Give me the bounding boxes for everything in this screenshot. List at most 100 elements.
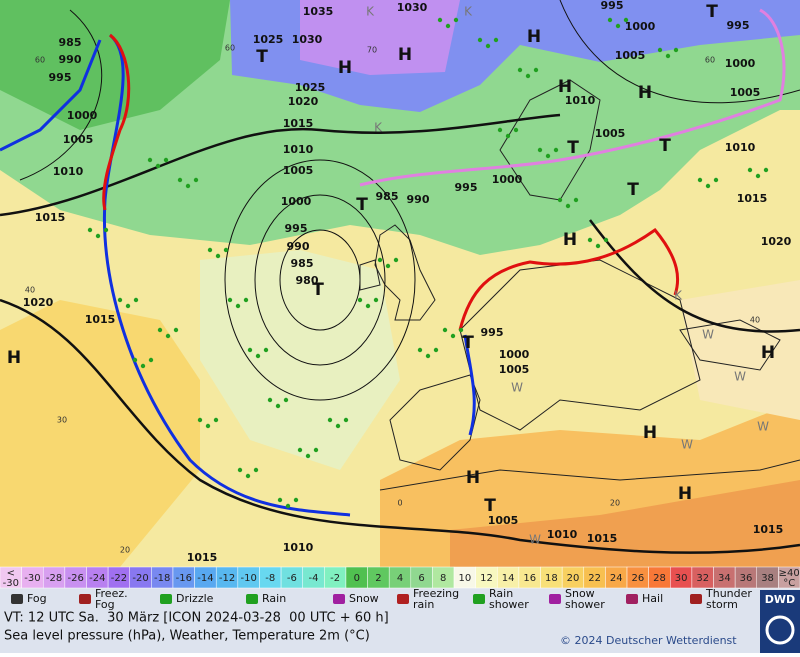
rain-symbol — [343, 417, 349, 423]
pressure-label: 1010 — [565, 94, 596, 107]
occluded-front — [359, 8, 786, 187]
rain-symbol — [573, 197, 579, 203]
rain-symbol — [227, 297, 233, 303]
pressure-label: 1005 — [730, 86, 761, 99]
low-label: T — [659, 136, 671, 156]
pressure-label: 1010 — [725, 141, 756, 154]
scale-label: 34 — [718, 573, 731, 584]
scale-label: 10 — [458, 573, 471, 584]
pressure-label: 985 — [59, 36, 82, 49]
rain-symbol — [173, 327, 179, 333]
rain-symbol — [545, 153, 551, 159]
temperature-label: 20 — [610, 499, 620, 508]
high-label: H — [643, 423, 657, 443]
pressure-label: 1000 — [281, 195, 312, 208]
rain-symbol — [385, 263, 391, 269]
scale-label: -6 — [287, 573, 297, 584]
pressure-label: 1000 — [67, 109, 98, 122]
rain-symbol — [335, 423, 341, 429]
fronts — [0, 8, 786, 517]
rain-symbol — [505, 133, 511, 139]
rain-symbol — [157, 327, 163, 333]
scale-label: 16 — [523, 573, 536, 584]
rain-symbol — [747, 167, 753, 173]
scale-label: 20 — [567, 573, 580, 584]
legend-icon — [160, 594, 172, 604]
pressure-label: 1000 — [725, 57, 756, 70]
isobar — [0, 298, 800, 554]
rain-symbol — [517, 67, 523, 73]
rain-symbol — [205, 423, 211, 429]
warm-label: W — [529, 533, 541, 547]
rain-symbol — [485, 43, 491, 49]
pressure-label: 980 — [296, 274, 319, 287]
scale-label: -24 — [89, 573, 105, 584]
coastline — [374, 224, 436, 321]
scale-label: 30 — [675, 573, 688, 584]
cold-label: K — [674, 289, 683, 303]
rain-symbol — [705, 183, 711, 189]
rain-symbol — [148, 357, 154, 363]
warm-area — [0, 300, 200, 567]
pressure-label: 1010 — [53, 165, 84, 178]
scale-label: -16 — [176, 573, 192, 584]
rain-symbol — [537, 147, 543, 153]
pressure-label: 1005 — [595, 127, 626, 140]
legend-label: shower — [489, 598, 529, 611]
hot-area — [450, 480, 800, 567]
rain-symbol — [425, 353, 431, 359]
pressure-label: 990 — [407, 193, 430, 206]
high-label: H — [761, 343, 775, 363]
legend-label: Drizzle — [176, 592, 214, 605]
pressure-label: 1015 — [737, 192, 768, 205]
rain-symbol — [197, 417, 203, 423]
rain-symbol — [293, 497, 299, 503]
rain-symbol — [297, 447, 303, 453]
rain-symbol — [253, 467, 259, 473]
legend-icon — [246, 594, 258, 604]
rain-symbol — [215, 253, 221, 259]
pressure-label: 1020 — [23, 296, 54, 309]
high-label: H — [338, 58, 352, 78]
cold-label: K — [374, 121, 383, 135]
scale-label: -10 — [240, 573, 256, 584]
temperature-label: 40 — [25, 286, 35, 295]
legend-icon — [79, 594, 91, 604]
scale-label: 14 — [502, 573, 515, 584]
rain-symbol — [587, 237, 593, 243]
isobar — [224, 159, 416, 401]
scale-label: -4 — [309, 573, 319, 584]
isobar — [0, 113, 561, 217]
rain-symbol — [713, 177, 719, 183]
color-scale: <-30 -30 -28 -26 -24 -22 -20 -18 -16 -14 -12 -10 -8-… — [0, 566, 800, 589]
rain-symbol — [235, 303, 241, 309]
pressure-label: 995 — [455, 181, 478, 194]
coastline — [379, 459, 800, 491]
scale-label: -14 — [197, 573, 213, 584]
pressure-label: 995 — [601, 0, 624, 12]
temperature-label: 30 — [57, 416, 67, 425]
valid-time: VT: 12 UTC Sa. 30 März [ICON 2024-03-28 … — [4, 611, 389, 626]
scale-label: -12 — [219, 573, 235, 584]
rain-symbol — [533, 67, 539, 73]
low-label: T — [312, 280, 324, 300]
scale-label: 36 — [740, 573, 753, 584]
rain-symbol — [313, 447, 319, 453]
cold-label: K — [464, 5, 473, 19]
scale-label: 28 — [653, 573, 666, 584]
legend-label: storm — [706, 598, 738, 611]
temperature-label: 70 — [367, 46, 377, 55]
legend-label: shower — [565, 598, 605, 611]
rain-symbol — [553, 147, 559, 153]
rain-symbol — [442, 327, 448, 333]
scale-label: -28 — [46, 573, 62, 584]
pressure-label: 1015 — [283, 117, 314, 130]
warm-label: W — [757, 420, 769, 434]
rain-symbol — [373, 297, 379, 303]
scale-label: -20 — [132, 573, 148, 584]
high-label: H — [466, 468, 480, 488]
logo-icon — [765, 615, 795, 645]
rain-symbol — [263, 347, 269, 353]
